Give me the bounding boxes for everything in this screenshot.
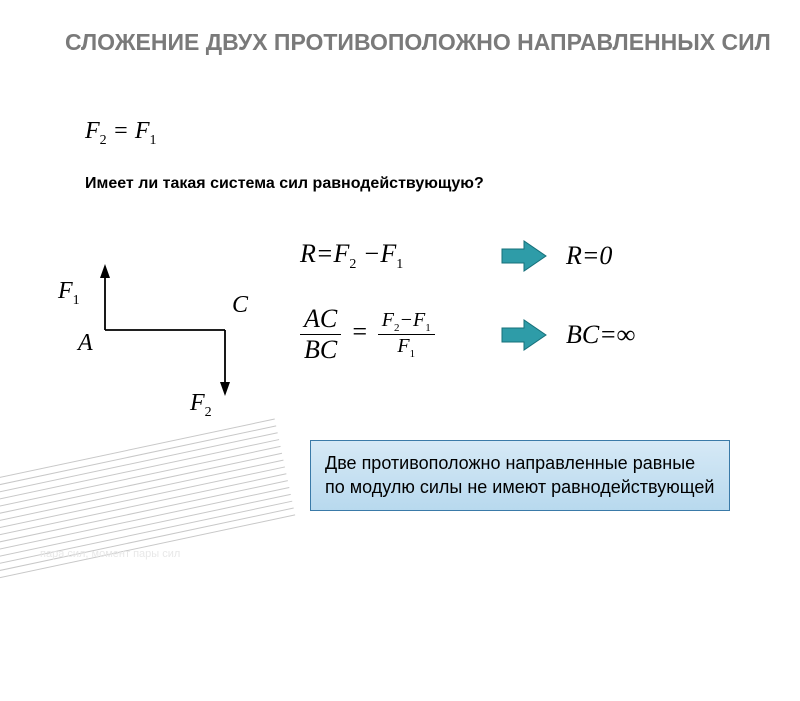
- eq-ac-bc: AC BC = F2−F1 F1: [300, 304, 490, 365]
- question-text: Имеет ли такая система сил равнодействую…: [85, 175, 484, 193]
- equations-area: R=F2 −F1 R=0 AC BC = F2−F1 F1: [300, 238, 635, 395]
- eq-bc-inf: BC=∞: [566, 320, 635, 350]
- eq-r-zero: R=0: [566, 241, 612, 271]
- label-c: C: [232, 292, 248, 319]
- page-title: СЛОЖЕНИЕ ДВУХ ПРОТИВОПОЛОЖНО НАПРАВЛЕННЫ…: [65, 28, 771, 58]
- eq-f2-eq-f1: F2 = F1: [85, 118, 157, 149]
- label-a: A: [78, 330, 93, 357]
- eq-row-1: R=F2 −F1 R=0: [300, 238, 635, 274]
- eq-r-diff: R=F2 −F1: [300, 239, 490, 273]
- conclusion-callout: Две противоположно направленные равные п…: [310, 440, 730, 511]
- arrow-icon: [500, 238, 548, 274]
- footer-text: пара сил, момент пары сил: [40, 548, 180, 560]
- label-f1: F1: [58, 278, 80, 309]
- label-f2: F2: [190, 390, 212, 421]
- eq-row-2: AC BC = F2−F1 F1 BC=∞: [300, 304, 635, 365]
- arrow-icon: [500, 317, 548, 353]
- force-diagram: F1 A C F2: [50, 240, 280, 420]
